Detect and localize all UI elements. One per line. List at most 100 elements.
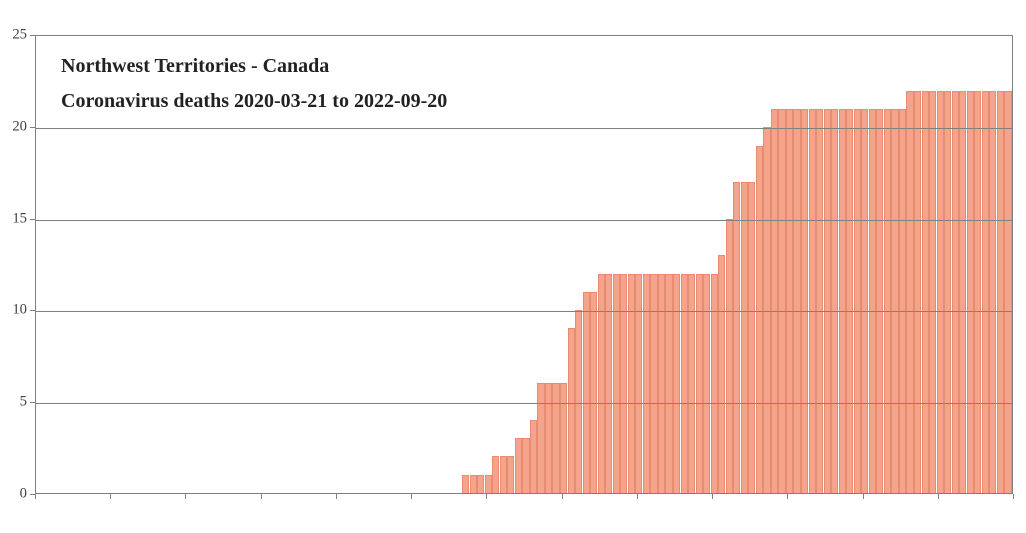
bar [952,91,959,493]
y-tick-mark [30,35,35,36]
bar [673,274,680,493]
chart-caption: Northwest Territories - Canada Coronavir… [47,45,461,119]
bar [537,383,544,493]
bar [658,274,665,493]
bar [869,109,876,493]
bar [816,109,823,493]
x-tick-mark [185,494,186,499]
x-tick-mark [336,494,337,499]
bar [944,91,951,493]
bar [635,274,642,493]
x-tick-mark [486,494,487,499]
x-tick-mark [863,494,864,499]
bar [507,456,514,493]
bar [899,109,906,493]
bar [568,328,575,493]
bar [793,109,800,493]
bar [989,91,996,493]
bar [500,456,507,493]
bar [650,274,657,493]
bar [696,274,703,493]
x-tick-mark [787,494,788,499]
x-tick-mark [261,494,262,499]
bar [959,91,966,493]
bar [560,383,567,493]
y-tick-mark [30,402,35,403]
x-tick-mark [411,494,412,499]
bar [756,146,763,493]
y-tick-mark [30,127,35,128]
x-tick-mark [35,494,36,499]
bar [786,109,793,493]
x-tick-mark [637,494,638,499]
x-tick-mark [1013,494,1014,499]
y-gridline [36,311,1012,312]
y-gridline [36,128,1012,129]
bar [711,274,718,493]
bar [839,109,846,493]
bar [914,91,921,493]
chart-container: Northwest Territories - Canada Coronavir… [0,0,1026,533]
bar [929,91,936,493]
bar [824,109,831,493]
bar [552,383,559,493]
bar [575,310,582,493]
y-tick-label: 0 [0,486,27,503]
bar [831,109,838,493]
bar [741,182,748,493]
bar [997,91,1004,493]
bar [937,91,944,493]
bar [1004,91,1011,493]
caption-subtitle: Coronavirus deaths 2020-03-21 to 2022-09… [61,90,447,113]
bar [801,109,808,493]
y-tick-label: 5 [0,394,27,411]
bar [485,475,492,493]
bar [854,109,861,493]
bar [733,182,740,493]
bar [703,274,710,493]
bar [583,292,590,493]
bar [846,109,853,493]
x-tick-mark [712,494,713,499]
bar [492,456,499,493]
x-tick-mark [562,494,563,499]
bar [643,274,650,493]
bar [545,383,552,493]
x-tick-mark [110,494,111,499]
bar [982,91,989,493]
bar [515,438,522,493]
bar [891,109,898,493]
bar [613,274,620,493]
bar [590,292,597,493]
bar [809,109,816,493]
y-tick-label: 20 [0,118,27,135]
bar [771,109,778,493]
bar [718,255,725,493]
y-tick-label: 25 [0,27,27,44]
y-tick-label: 10 [0,302,27,319]
bar [967,91,974,493]
bar [665,274,672,493]
bar [974,91,981,493]
y-tick-label: 15 [0,210,27,227]
bar [620,274,627,493]
bar [688,274,695,493]
bar [876,109,883,493]
bar [906,91,913,493]
y-gridline [36,403,1012,404]
bar [522,438,529,493]
y-tick-mark [30,310,35,311]
bar [598,274,605,493]
bar [462,475,469,493]
bar [884,109,891,493]
bar [763,127,770,493]
bar [477,475,484,493]
caption-title: Northwest Territories - Canada [61,55,447,78]
bar [922,91,929,493]
bar [470,475,477,493]
y-gridline [36,220,1012,221]
bar [778,109,785,493]
y-tick-mark [30,219,35,220]
bar [681,274,688,493]
bar [726,219,733,493]
